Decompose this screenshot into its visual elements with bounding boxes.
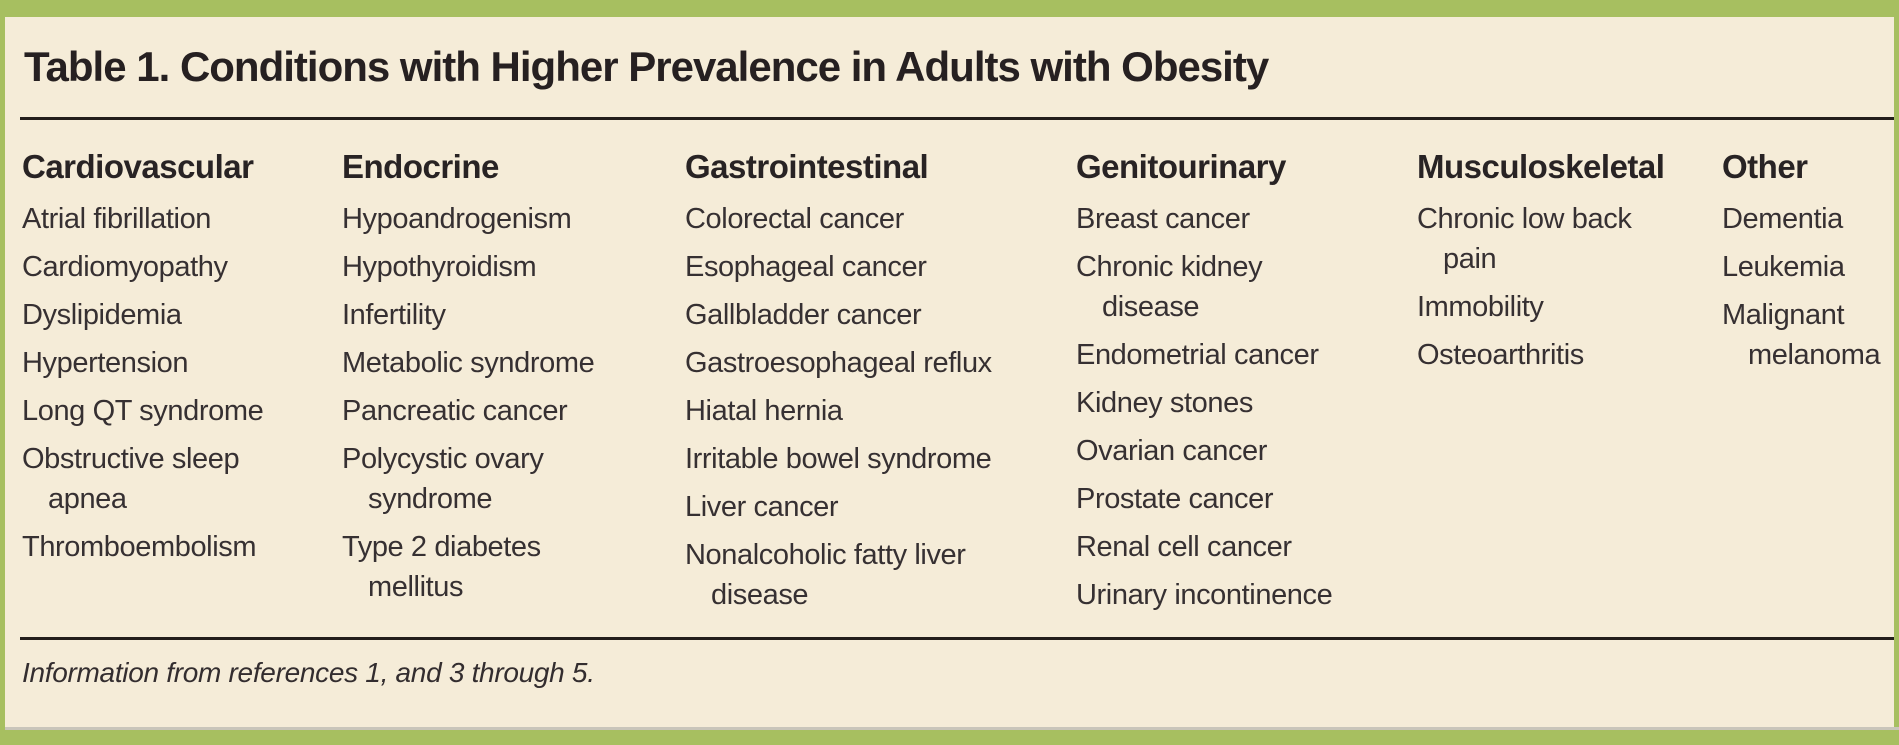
condition-item-line: Type 2 diabetes xyxy=(342,531,541,563)
condition-item: Atrial fibrillation xyxy=(22,199,337,239)
column-header: Musculoskeletal xyxy=(1417,148,1665,185)
condition-item-line: Esophageal cancer xyxy=(685,251,927,283)
condition-item: Thromboembolism xyxy=(22,527,337,567)
condition-item: Chronic kidney disease xyxy=(1076,247,1412,327)
condition-item-line: Gastroesophageal reflux xyxy=(685,347,992,379)
column-header: Genitourinary xyxy=(1076,148,1286,185)
top-rule xyxy=(20,117,1894,120)
condition-item: Hypoandrogenism xyxy=(342,199,680,239)
condition-item: Chronic low back pain xyxy=(1417,199,1717,279)
condition-item-line: Prostate cancer xyxy=(1076,483,1274,515)
condition-item: Dementia xyxy=(1722,199,1894,239)
table-title: Table 1. Conditions with Higher Prevalen… xyxy=(24,43,1269,90)
condition-item-line: Renal cell cancer xyxy=(1076,531,1292,563)
condition-item: Metabolic syndrome xyxy=(342,343,680,383)
condition-item: Ovarian cancer xyxy=(1076,431,1412,471)
table-column-musculoskeletal: Musculoskeletal Chronic low back pain Immob… xyxy=(1417,147,1717,383)
condition-item-wrapped-line: melanoma xyxy=(1748,339,1881,371)
condition-item-line: Chronic kidney xyxy=(1076,251,1263,283)
condition-item: Malignant melanoma xyxy=(1722,295,1894,375)
condition-item-line: Atrial fibrillation xyxy=(22,203,212,235)
condition-item-line: Ovarian cancer xyxy=(1076,435,1268,467)
condition-item: Immobility xyxy=(1417,287,1717,327)
condition-item: Hypertension xyxy=(22,343,337,383)
condition-item-line: Hypertension xyxy=(22,347,189,379)
condition-item: Pancreatic cancer xyxy=(342,391,680,431)
condition-item-wrapped-line: apnea xyxy=(48,483,127,515)
column-header: Other xyxy=(1722,148,1808,185)
condition-item-line: Cardiomyopathy xyxy=(22,251,228,283)
condition-item: Leukemia xyxy=(1722,247,1894,287)
condition-item: Renal cell cancer xyxy=(1076,527,1412,567)
condition-item: Hiatal hernia xyxy=(685,391,1071,431)
bottom-rule xyxy=(20,637,1894,640)
condition-item-line: Dementia xyxy=(1722,203,1843,235)
condition-item-line: Osteoarthritis xyxy=(1417,339,1584,371)
condition-item: Gallbladder cancer xyxy=(685,295,1071,335)
condition-item-line: Colorectal cancer xyxy=(685,203,904,235)
condition-item: Infertility xyxy=(342,295,680,335)
table-column-endocrine: Endocrine Hypoandrogenism Hypothyroidism In… xyxy=(342,147,680,615)
condition-item: Esophageal cancer xyxy=(685,247,1071,287)
condition-item-line: Urinary incontinence xyxy=(1076,579,1333,611)
table-column-other: Other Dementia Leukemia Malignant melanoma xyxy=(1722,147,1894,383)
condition-item-line: Breast cancer xyxy=(1076,203,1250,235)
table-column-gastrointestinal: Gastrointestinal Colorectal cancer Esophag… xyxy=(685,147,1071,623)
condition-item: Liver cancer xyxy=(685,487,1071,527)
condition-item-wrapped-line: pain xyxy=(1443,243,1497,275)
condition-item-line: Polycystic ovary xyxy=(342,443,544,475)
condition-item-wrapped-line: disease xyxy=(711,579,809,611)
condition-item: Long QT syndrome xyxy=(22,391,337,431)
condition-item-line: Leukemia xyxy=(1722,251,1845,283)
table-paper-area: Table 1. Conditions with Higher Prevalen… xyxy=(5,17,1899,730)
condition-item: Polycystic ovary syndrome xyxy=(342,439,680,519)
bottom-divider-line xyxy=(5,727,1899,730)
condition-item-line: Infertility xyxy=(342,299,446,331)
condition-item: Irritable bowel syndrome xyxy=(685,439,1071,479)
condition-item: Urinary incontinence xyxy=(1076,575,1412,615)
column-header: Gastrointestinal xyxy=(685,148,929,185)
condition-item-line: Kidney stones xyxy=(1076,387,1253,419)
condition-item-line: Immobility xyxy=(1417,291,1544,323)
condition-item-wrapped-line: disease xyxy=(1102,291,1200,323)
condition-item-line: Malignant xyxy=(1722,299,1845,331)
table-footnote: Information from references 1, and 3 thr… xyxy=(22,657,595,688)
condition-item-line: Metabolic syndrome xyxy=(342,347,595,379)
condition-item-line: Obstructive sleep xyxy=(22,443,240,475)
condition-item: Cardiomyopathy xyxy=(22,247,337,287)
condition-item-line: Irritable bowel syndrome xyxy=(685,443,992,475)
condition-item-line: Liver cancer xyxy=(685,491,839,523)
condition-item-line: Pancreatic cancer xyxy=(342,395,568,427)
condition-item: Endometrial cancer xyxy=(1076,335,1412,375)
condition-item: Kidney stones xyxy=(1076,383,1412,423)
condition-item-line: Hypoandrogenism xyxy=(342,203,572,235)
condition-item: Prostate cancer xyxy=(1076,479,1412,519)
condition-item-line: Chronic low back xyxy=(1417,203,1632,235)
column-header: Cardiovascular xyxy=(22,148,254,185)
column-header: Endocrine xyxy=(342,148,499,185)
condition-item-line: Hiatal hernia xyxy=(685,395,843,427)
condition-item-wrapped-line: mellitus xyxy=(368,571,464,603)
table-column-cardiovascular: Cardiovascular Atrial fibrillation Cardiom… xyxy=(22,147,337,575)
condition-item: Osteoarthritis xyxy=(1417,335,1717,375)
condition-item: Hypothyroidism xyxy=(342,247,680,287)
condition-item: Breast cancer xyxy=(1076,199,1412,239)
condition-item-line: Gallbladder cancer xyxy=(685,299,922,331)
condition-item: Nonalcoholic fatty liver disease xyxy=(685,535,1071,615)
condition-item: Colorectal cancer xyxy=(685,199,1071,239)
condition-item-wrapped-line: syndrome xyxy=(368,483,493,515)
condition-item: Obstructive sleep apnea xyxy=(22,439,337,519)
condition-item-line: Hypothyroidism xyxy=(342,251,537,283)
condition-item-line: Thromboembolism xyxy=(22,531,257,563)
condition-item: Type 2 diabetes mellitus xyxy=(342,527,680,607)
condition-item-line: Endometrial cancer xyxy=(1076,339,1319,371)
table-column-genitourinary: Genitourinary Breast cancer Chronic kidney… xyxy=(1076,147,1412,623)
condition-item-line: Dyslipidemia xyxy=(22,299,182,331)
condition-item-line: Long QT syndrome xyxy=(22,395,264,427)
condition-item-line: Nonalcoholic fatty liver xyxy=(685,539,966,571)
condition-item: Gastroesophageal reflux xyxy=(685,343,1071,383)
condition-item: Dyslipidemia xyxy=(22,295,337,335)
